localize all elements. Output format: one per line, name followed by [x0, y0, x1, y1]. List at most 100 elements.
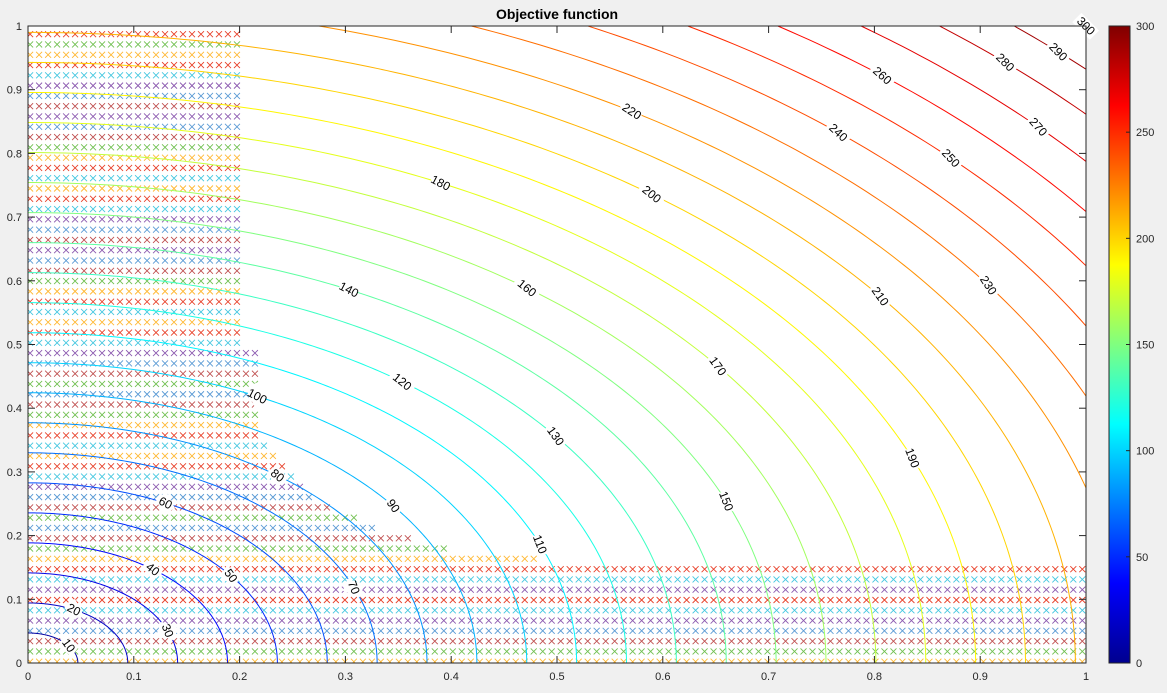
sample-marker — [143, 72, 151, 79]
sample-marker — [530, 627, 538, 635]
sample-marker — [152, 154, 160, 161]
sample-marker — [1052, 637, 1059, 645]
sample-marker — [890, 606, 897, 614]
sample-marker — [935, 637, 942, 645]
contour-line — [28, 61, 1026, 663]
sample-marker — [197, 432, 205, 439]
sample-marker — [827, 565, 834, 573]
sample-marker — [152, 102, 160, 110]
sample-marker — [62, 72, 70, 79]
sample-marker — [269, 565, 277, 573]
sample-marker — [863, 627, 870, 635]
sample-marker — [80, 555, 88, 563]
contour-line — [28, 91, 977, 663]
sample-marker — [314, 555, 322, 563]
sample-marker — [188, 277, 196, 285]
sample-marker — [125, 123, 133, 131]
sample-marker — [737, 637, 744, 645]
sample-marker — [332, 555, 340, 563]
sample-marker — [89, 195, 97, 203]
sample-marker — [134, 308, 142, 316]
sample-marker — [125, 555, 133, 563]
sample-marker — [188, 648, 196, 655]
sample-marker — [980, 586, 987, 594]
sample-marker — [188, 627, 196, 635]
sample-marker — [233, 596, 241, 604]
sample-marker — [197, 41, 205, 48]
sample-marker — [35, 102, 43, 110]
sample-marker — [44, 298, 52, 305]
sample-marker — [80, 658, 88, 663]
sample-marker — [332, 617, 340, 624]
sample-marker — [791, 648, 798, 655]
sample-marker — [1043, 606, 1050, 614]
sample-marker — [89, 555, 97, 563]
sample-marker — [89, 236, 97, 244]
sample-marker — [377, 534, 385, 542]
sample-marker — [575, 627, 583, 635]
sample-marker — [188, 267, 196, 275]
sample-marker — [53, 617, 61, 624]
sample-marker — [134, 576, 142, 583]
sample-marker — [62, 586, 70, 594]
sample-marker — [251, 442, 259, 450]
sample-marker — [98, 473, 106, 480]
sample-marker — [152, 267, 160, 275]
sample-marker — [341, 524, 349, 532]
sample-marker — [575, 565, 583, 573]
sample-marker — [125, 545, 133, 552]
sample-marker — [152, 596, 160, 604]
sample-marker — [98, 226, 106, 233]
sample-marker — [305, 524, 313, 532]
sample-marker — [719, 658, 726, 663]
sample-marker — [62, 318, 70, 326]
sample-marker — [53, 195, 61, 203]
sample-marker — [503, 617, 511, 624]
contour-label-bg — [513, 274, 540, 303]
sample-marker — [566, 627, 574, 635]
sample-marker — [998, 627, 1005, 635]
sample-marker — [404, 658, 412, 663]
sample-marker — [656, 637, 663, 645]
sample-marker — [179, 185, 187, 192]
sample-marker — [44, 390, 52, 398]
sample-marker — [197, 51, 205, 59]
sample-marker — [170, 596, 178, 604]
sample-marker — [314, 586, 322, 594]
sample-marker — [152, 452, 160, 460]
sample-marker — [53, 586, 61, 594]
sample-marker — [368, 576, 376, 583]
sample-marker — [422, 565, 430, 573]
sample-marker — [116, 462, 124, 470]
sample-marker — [314, 576, 322, 583]
sample-marker — [224, 606, 232, 614]
sample-marker — [953, 627, 960, 635]
sample-marker — [89, 246, 97, 254]
sample-marker — [53, 658, 61, 663]
sample-marker — [899, 576, 906, 583]
sample-marker — [62, 432, 70, 439]
sample-marker — [179, 339, 187, 347]
sample-marker — [728, 627, 735, 635]
sample-marker — [233, 82, 241, 89]
sample-marker — [179, 606, 187, 614]
sample-marker — [890, 637, 897, 645]
sample-marker — [233, 277, 241, 285]
sample-marker — [116, 318, 124, 326]
sample-marker — [1025, 565, 1032, 573]
sample-marker — [35, 637, 43, 645]
sample-marker — [134, 627, 142, 635]
sample-marker — [134, 545, 142, 552]
sample-marker — [323, 606, 331, 614]
sample-marker — [116, 236, 124, 244]
sample-marker — [449, 617, 457, 624]
sample-marker — [107, 185, 115, 192]
sample-marker — [494, 596, 502, 604]
sample-marker — [143, 586, 151, 594]
sample-marker — [116, 205, 124, 213]
sample-marker — [143, 606, 151, 614]
sample-marker — [413, 576, 421, 583]
contour-line — [28, 152, 877, 663]
sample-marker — [152, 658, 160, 663]
sample-marker — [188, 329, 196, 336]
